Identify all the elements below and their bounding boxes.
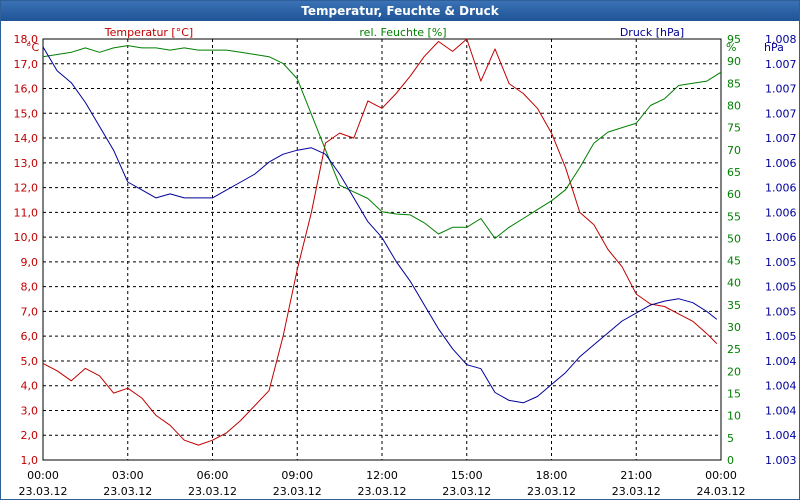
temperature-tick-label: 18,0 (14, 33, 39, 46)
temperature-tick-label: 15,0 (14, 107, 39, 120)
pressure-tick-label: 1.007 (765, 83, 797, 96)
pressure-tick-label: 1.004 (765, 380, 797, 393)
humidity-tick-label: 75 (727, 122, 741, 135)
humidity-tick-label: 60 (727, 188, 741, 201)
pressure-tick-label: 1.006 (765, 206, 797, 219)
x-tick-time-label: 06:00 (197, 469, 229, 482)
chart-title: Temperatur, Feuchte & Druck (301, 4, 499, 18)
temperature-tick-label: 17,0 (14, 58, 39, 71)
temperature-tick-label: 12,0 (14, 182, 39, 195)
humidity-tick-label: 25 (727, 343, 741, 356)
pressure-tick-label: 1.008 (765, 33, 797, 46)
pressure-tick-label: 1.005 (765, 330, 797, 343)
humidity-series-line (42, 45, 722, 239)
x-tick-date-label: 23.03.12 (442, 485, 491, 498)
pressure-tick-label: 1.007 (765, 58, 797, 71)
humidity-tick-label: 20 (727, 365, 741, 378)
pressure-tick-label: 1.004 (765, 355, 797, 368)
humidity-tick-label: 80 (727, 99, 741, 112)
x-tick-time-label: 12:00 (366, 469, 398, 482)
pressure-tick-label: 1.006 (765, 157, 797, 170)
temperature-tick-label: 10,0 (14, 231, 39, 244)
pressure-tick-label: 1.005 (765, 281, 797, 294)
humidity-tick-label: 45 (727, 255, 741, 268)
x-tick-time-label: 00:00 (705, 469, 737, 482)
humidity-tick-label: 85 (727, 77, 741, 90)
x-tick-date-label: 24.03.12 (697, 485, 746, 498)
pressure-tick-label: 1.007 (765, 107, 797, 120)
temperature-tick-label: 13,0 (14, 157, 39, 170)
temperature-tick-label: 3,0 (21, 404, 39, 417)
temperature-tick-label: 16,0 (14, 83, 39, 96)
temperature-tick-label: 1,0 (21, 454, 39, 467)
temperature-tick-label: 7,0 (21, 305, 39, 318)
pressure-unit-label: hPa (764, 41, 784, 54)
humidity-tick-label: 5 (727, 432, 734, 445)
humidity-tick-label: 90 (727, 55, 741, 68)
temperature-tick-label: 4,0 (21, 380, 39, 393)
humidity-tick-label: 50 (727, 232, 741, 245)
temperature-tick-label: 5,0 (21, 355, 39, 368)
x-tick-date-label: 23.03.12 (103, 485, 152, 498)
x-tick-time-label: 00:00 (27, 469, 59, 482)
temperature-tick-label: 6,0 (21, 330, 39, 343)
humidity-tick-label: 30 (727, 321, 741, 334)
temperature-tick-label: 14,0 (14, 132, 39, 145)
pressure-tick-label: 1.005 (765, 256, 797, 269)
pressure-tick-label: 1.006 (765, 182, 797, 195)
humidity-tick-label: 10 (727, 410, 741, 423)
pressure-tick-label: 1.004 (765, 429, 797, 442)
x-tick-date-label: 23.03.12 (612, 485, 661, 498)
legend-humidity: rel. Feuchte [%] (359, 26, 446, 39)
x-tick-date-label: 23.03.12 (527, 485, 576, 498)
humidity-tick-label: 0 (727, 454, 734, 467)
pressure-tick-label: 1.006 (765, 231, 797, 244)
x-tick-date-label: 23.03.12 (19, 485, 68, 498)
legend-temperature: Temperatur [°C] (104, 26, 193, 39)
humidity-tick-label: 70 (727, 144, 741, 157)
temperature-unit-label: °C (26, 41, 40, 54)
x-tick-time-label: 09:00 (281, 469, 313, 482)
x-tick-time-label: 15:00 (451, 469, 483, 482)
temperature-tick-label: 9,0 (21, 256, 39, 269)
humidity-tick-label: 95 (727, 33, 741, 46)
humidity-tick-label: 35 (727, 299, 741, 312)
humidity-unit-label: % (726, 41, 736, 54)
pressure-tick-label: 1.007 (765, 132, 797, 145)
x-tick-date-label: 23.03.12 (358, 485, 407, 498)
x-tick-date-label: 23.03.12 (273, 485, 322, 498)
x-tick-time-label: 18:00 (536, 469, 568, 482)
humidity-tick-label: 15 (727, 388, 741, 401)
humidity-tick-label: 40 (727, 277, 741, 290)
humidity-tick-label: 55 (727, 210, 741, 223)
temperature-series-line (42, 38, 718, 446)
pressure-series-line (42, 46, 718, 404)
pressure-tick-label: 1.005 (765, 305, 797, 318)
humidity-tick-label: 65 (727, 166, 741, 179)
temperature-tick-label: 11,0 (14, 206, 39, 219)
legend-pressure: Druck [hPa] (620, 26, 684, 39)
pressure-tick-label: 1.003 (765, 454, 797, 467)
x-tick-time-label: 21:00 (620, 469, 652, 482)
x-tick-time-label: 03:00 (112, 469, 144, 482)
x-tick-date-label: 23.03.12 (188, 485, 237, 498)
title-bar: Temperatur, Feuchte & Druck (1, 1, 799, 21)
temperature-tick-label: 2,0 (21, 429, 39, 442)
pressure-tick-label: 1.004 (765, 404, 797, 417)
temperature-tick-label: 8,0 (21, 281, 39, 294)
